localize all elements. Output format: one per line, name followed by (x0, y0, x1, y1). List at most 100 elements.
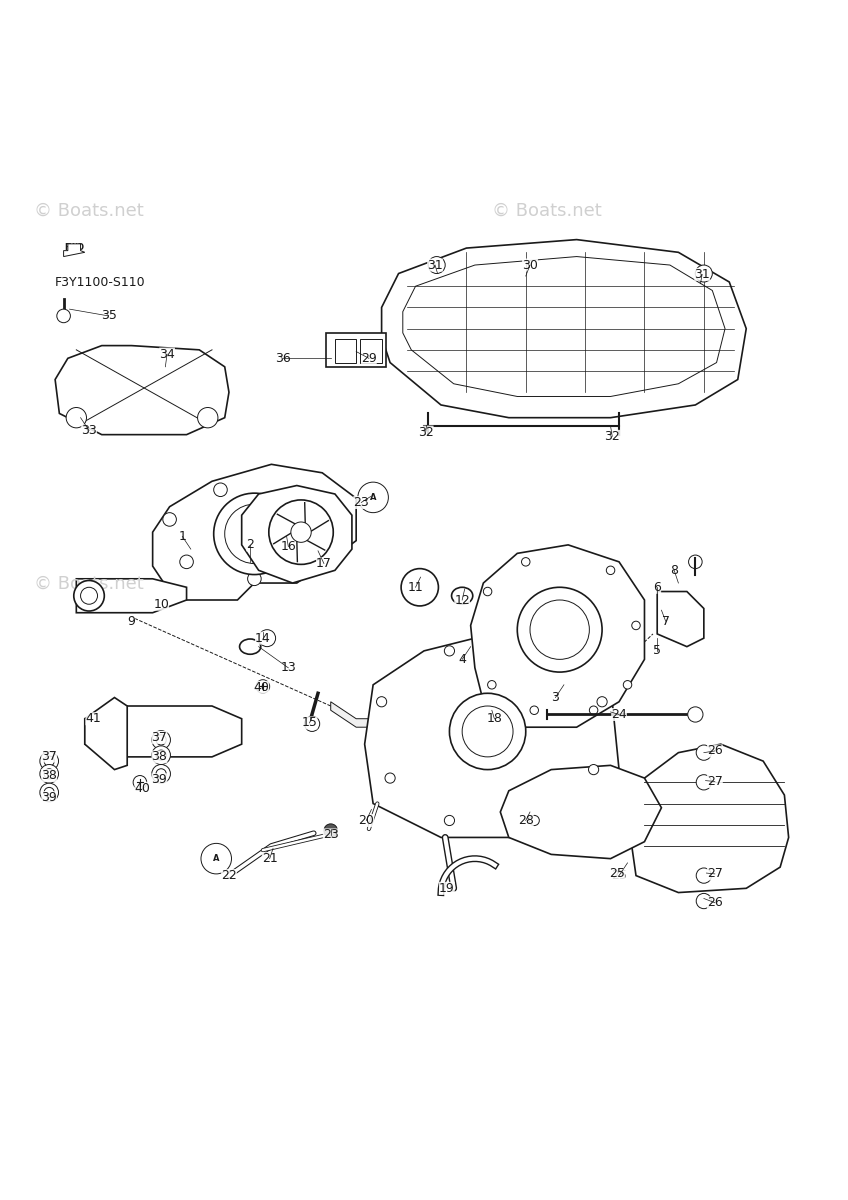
Polygon shape (382, 240, 746, 418)
Circle shape (696, 868, 711, 883)
Circle shape (44, 756, 54, 767)
Text: 33: 33 (81, 424, 97, 437)
Text: © Boats.net: © Boats.net (34, 202, 143, 220)
Circle shape (40, 764, 59, 784)
Bar (360, 338, 382, 362)
Text: 41: 41 (86, 713, 101, 725)
Text: 34: 34 (159, 348, 175, 360)
Circle shape (156, 769, 166, 779)
Text: 13: 13 (281, 661, 296, 674)
Circle shape (632, 622, 640, 630)
Circle shape (133, 775, 147, 790)
Text: 39: 39 (42, 791, 57, 804)
Text: 38: 38 (152, 750, 167, 763)
Text: 40: 40 (135, 781, 150, 794)
Circle shape (214, 482, 227, 497)
Circle shape (74, 581, 104, 611)
Circle shape (488, 680, 496, 689)
Text: 27: 27 (707, 868, 722, 881)
Text: 31: 31 (695, 268, 710, 281)
Text: 28: 28 (518, 814, 533, 827)
Circle shape (530, 600, 589, 659)
Text: 37: 37 (152, 731, 167, 744)
Text: 7: 7 (661, 614, 670, 628)
Text: 22: 22 (221, 869, 237, 882)
Circle shape (256, 679, 270, 694)
Circle shape (315, 526, 329, 539)
Circle shape (66, 408, 86, 428)
Text: 25: 25 (610, 866, 625, 880)
Circle shape (696, 894, 711, 908)
Circle shape (428, 257, 445, 274)
Circle shape (156, 734, 166, 745)
Text: 11: 11 (408, 581, 423, 594)
Text: © Boats.net: © Boats.net (34, 575, 143, 593)
Text: 27: 27 (707, 775, 722, 788)
Circle shape (377, 697, 387, 707)
Circle shape (597, 697, 607, 707)
Circle shape (696, 775, 711, 790)
Polygon shape (403, 257, 725, 396)
Text: 24: 24 (611, 708, 627, 721)
Polygon shape (331, 702, 577, 727)
Circle shape (214, 493, 295, 575)
Text: 4: 4 (458, 653, 466, 666)
Circle shape (522, 558, 530, 566)
Circle shape (546, 646, 556, 656)
Circle shape (163, 512, 176, 527)
Circle shape (529, 815, 539, 826)
Circle shape (517, 587, 602, 672)
Circle shape (269, 500, 333, 564)
Ellipse shape (451, 587, 473, 605)
Text: 26: 26 (707, 896, 722, 910)
Circle shape (40, 784, 59, 802)
Circle shape (695, 265, 712, 282)
Text: F3Y1100-S110: F3Y1100-S110 (55, 276, 146, 288)
Circle shape (152, 731, 170, 749)
Text: 21: 21 (262, 852, 277, 865)
Circle shape (483, 587, 492, 595)
Text: 6: 6 (653, 581, 661, 594)
Circle shape (606, 566, 615, 575)
Circle shape (180, 556, 193, 569)
Polygon shape (471, 545, 644, 727)
Circle shape (689, 556, 702, 569)
Text: © Boats.net: © Boats.net (492, 202, 601, 220)
Circle shape (385, 773, 395, 784)
Circle shape (449, 694, 526, 769)
Polygon shape (242, 486, 352, 583)
Circle shape (401, 569, 438, 606)
Circle shape (530, 706, 538, 714)
Circle shape (198, 408, 218, 428)
Circle shape (81, 587, 98, 605)
Circle shape (444, 646, 455, 656)
Text: 17: 17 (316, 557, 332, 570)
Polygon shape (153, 464, 356, 600)
Text: 9: 9 (127, 614, 136, 628)
Circle shape (623, 680, 632, 689)
Text: 36: 36 (276, 352, 291, 365)
Text: 16: 16 (281, 540, 296, 553)
Circle shape (156, 750, 166, 761)
Text: 23: 23 (323, 828, 338, 841)
Circle shape (688, 707, 703, 722)
Text: 3: 3 (551, 691, 560, 704)
Polygon shape (85, 697, 127, 769)
Text: FWD: FWD (64, 242, 85, 252)
Text: 31: 31 (427, 258, 443, 271)
Text: 25: 25 (611, 869, 627, 882)
Polygon shape (500, 766, 661, 859)
Circle shape (57, 310, 70, 323)
Polygon shape (76, 578, 187, 613)
Text: 19: 19 (439, 882, 455, 895)
Polygon shape (365, 634, 619, 838)
Circle shape (152, 764, 170, 784)
Text: 23: 23 (354, 496, 369, 509)
Text: 15: 15 (302, 716, 317, 730)
Circle shape (358, 482, 388, 512)
Ellipse shape (239, 640, 261, 654)
Text: 1: 1 (178, 530, 187, 542)
Bar (326, 332, 386, 367)
Circle shape (44, 769, 54, 779)
Circle shape (40, 751, 59, 770)
